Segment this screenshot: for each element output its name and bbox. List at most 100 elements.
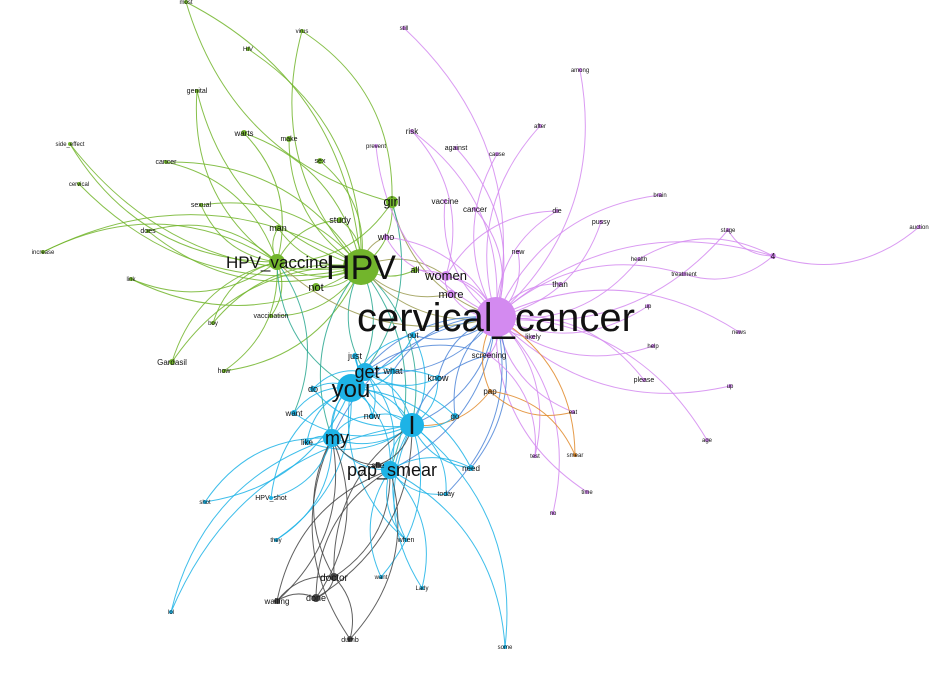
node-likely[interactable] [531,335,535,339]
node-done[interactable] [312,594,320,602]
node-more[interactable] [447,290,455,298]
node-stage[interactable] [726,228,730,232]
node-auction[interactable] [917,225,921,229]
node-girl[interactable] [386,196,398,208]
node-like[interactable] [304,439,310,445]
node-pap_smear[interactable] [381,461,399,479]
node-does[interactable] [146,229,150,233]
node-need[interactable] [468,465,474,471]
node-what[interactable] [390,368,396,374]
node-vaccine[interactable] [443,199,447,203]
node-all[interactable] [412,267,418,273]
node-she[interactable] [375,462,381,468]
node-smear[interactable] [573,453,577,457]
node-after[interactable] [538,124,542,128]
node-risk[interactable] [410,129,414,133]
node-man[interactable] [275,225,281,231]
node-cause[interactable] [495,152,499,156]
node-today[interactable] [444,492,448,496]
node-sex[interactable] [317,158,323,164]
node-HPV[interactable] [343,249,379,285]
node-still[interactable] [402,26,406,30]
node-treatment[interactable] [682,272,686,276]
node-genital[interactable] [195,89,199,93]
node-pussy[interactable] [599,220,603,224]
node-up[interactable] [728,384,732,388]
node-cervical_cancer[interactable] [476,297,516,337]
node-side_effect[interactable] [68,142,72,146]
node-die[interactable] [555,209,559,213]
node-pap[interactable] [488,389,492,393]
node-I[interactable] [400,413,424,437]
node-please[interactable] [642,378,646,382]
node-HPV_shot[interactable] [269,496,273,500]
node-n4[interactable] [770,253,776,259]
node-screening[interactable] [486,352,492,358]
edge-cervical_cancer-brain [495,194,661,318]
node-cancer_v[interactable] [473,207,477,211]
node-HIV[interactable] [246,47,250,51]
node-get[interactable] [356,363,374,381]
node-HPV_vaccine[interactable] [269,254,285,270]
node-increase[interactable] [41,250,45,254]
node-who[interactable] [383,234,389,240]
node-want[interactable] [291,410,297,416]
node-how[interactable] [222,369,226,373]
edge-cervical_cancer-age [495,316,708,441]
edge-you-need [350,387,472,469]
node-my[interactable] [323,429,341,447]
node-new[interactable] [516,250,520,254]
node-no[interactable] [551,511,555,515]
node-cancer_g[interactable] [164,160,168,164]
edge-I-lol [170,424,413,613]
node-among[interactable] [578,68,582,72]
node-doctor[interactable] [330,573,338,581]
node-sexual[interactable] [199,203,203,207]
node-most[interactable] [184,0,188,4]
label-out: out [407,331,419,340]
node-know[interactable] [435,375,441,381]
node-warts[interactable] [241,130,247,136]
node-not[interactable] [312,283,320,291]
node-do[interactable] [310,386,316,392]
node-women[interactable] [441,271,451,281]
node-waiting[interactable] [274,598,280,604]
edge-n4-auction [772,226,920,265]
node-test[interactable] [533,454,537,458]
node-cervical_g[interactable] [77,182,81,186]
node-you[interactable] [337,374,365,402]
edge-HPV_vaccine-side_effect [69,143,278,263]
label-sex: sex [315,158,326,165]
node-health[interactable] [637,257,641,261]
node-brain[interactable] [658,193,662,197]
node-age[interactable] [705,438,709,442]
node-go[interactable] [452,413,458,419]
node-link[interactable] [129,277,133,281]
node-now[interactable] [369,413,375,419]
node-help[interactable] [651,344,655,348]
node-against[interactable] [454,146,458,150]
node-want2[interactable] [379,575,383,579]
node-just[interactable] [352,353,358,359]
node-than[interactable] [558,282,562,286]
node-some[interactable] [503,645,507,649]
node-when[interactable] [404,538,408,542]
node-virus[interactable] [300,29,304,33]
node-time[interactable] [585,490,589,494]
node-lol[interactable] [169,610,173,614]
node-news[interactable] [737,330,741,334]
node-lady[interactable] [420,586,424,590]
node-study[interactable] [337,217,343,223]
edge-I-want [293,412,413,437]
node-shot[interactable] [203,500,207,504]
node-Gardasil[interactable] [169,359,175,365]
node-prevent[interactable] [374,144,378,148]
node-make[interactable] [286,136,292,142]
node-up_v[interactable] [646,304,650,308]
node-eat[interactable] [571,410,575,414]
node-boy[interactable] [211,321,215,325]
node-dumb[interactable] [347,636,353,642]
node-vaccination[interactable] [269,314,273,318]
node-they[interactable] [274,538,278,542]
node-out[interactable] [410,332,416,338]
